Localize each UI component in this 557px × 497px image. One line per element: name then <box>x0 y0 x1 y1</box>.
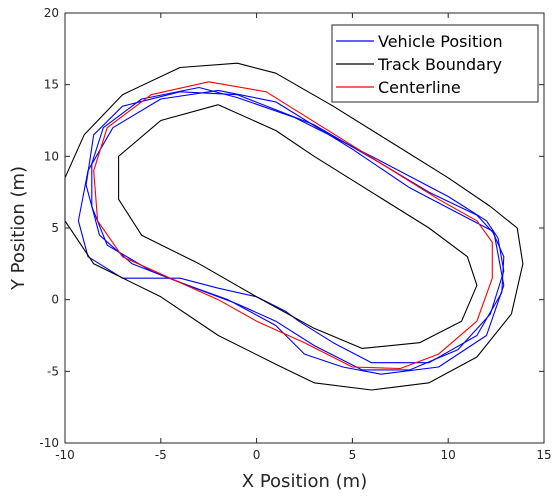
legend: Vehicle Position Track Boundary Centerline <box>331 24 539 103</box>
series-line-centerline-5 <box>93 81 493 370</box>
x-tick-label: -5 <box>155 448 167 462</box>
x-tick-label: 0 <box>253 448 261 462</box>
x-tick-label: 10 <box>441 448 456 462</box>
x-axis: -10 -5 0 5 10 15 <box>55 13 552 462</box>
y-tick-label: 5 <box>51 221 59 235</box>
y-axis: -10 -5 0 5 10 15 20 <box>39 6 544 450</box>
series-line-track-boundary-3 <box>64 62 524 391</box>
series-line-vehicle-position-1 <box>77 89 505 364</box>
x-tick-label: -10 <box>55 448 75 462</box>
y-tick-label: 20 <box>44 6 59 20</box>
y-tick-label: -10 <box>39 436 59 450</box>
legend-label-track-boundary: Track Boundary <box>377 55 502 74</box>
x-tick-label: 15 <box>536 448 551 462</box>
legend-label-vehicle-position: Vehicle Position <box>378 32 503 51</box>
series-layer <box>64 62 524 391</box>
series-line-vehicle-position-0 <box>91 86 505 371</box>
y-axis-label: Y Position (m) <box>8 166 29 291</box>
y-tick-label: 0 <box>51 293 59 307</box>
y-tick-label: 15 <box>44 78 59 92</box>
x-axis-label: X Position (m) <box>242 471 367 492</box>
series-line-track-boundary-4 <box>118 104 478 349</box>
y-tick-label: 10 <box>44 149 59 163</box>
x-tick-label: 5 <box>349 448 357 462</box>
legend-label-centerline: Centerline <box>378 78 461 97</box>
y-tick-label: -5 <box>47 364 59 378</box>
